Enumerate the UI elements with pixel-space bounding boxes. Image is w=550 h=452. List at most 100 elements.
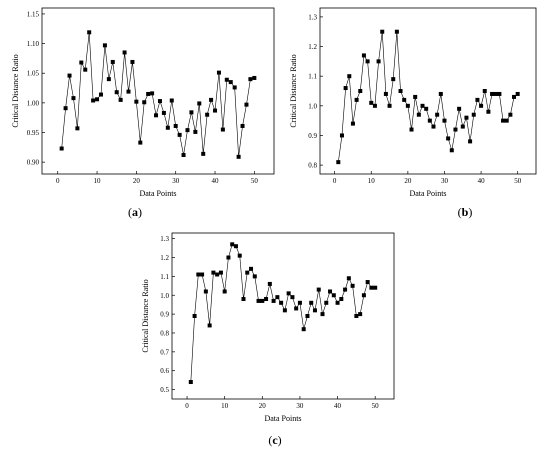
data-point [394,29,399,34]
data-point [449,148,454,153]
chart-panel-b: 0 10 20 30 40 50 0.8 0.9 1.0 1.1 1.2 1.3 Data Points… [289,7,537,219]
data-point [138,140,143,145]
data-point [343,287,348,292]
data-point [282,308,287,313]
data-point [213,108,218,113]
data-point [358,312,363,317]
data-point [118,97,123,102]
panel-letter: c [272,433,278,447]
y-tick-label: 0.7 [160,348,169,356]
data-point [424,106,429,111]
data-point [305,314,310,318]
data-point [479,103,484,108]
x-tick-label: 0 [333,177,337,185]
data-point [188,380,193,385]
y-tick-label: 1.2 [308,43,317,51]
data-point [475,97,480,102]
series-line [61,32,255,157]
data-point [134,99,139,104]
y-tick-label: 1.2 [160,254,169,262]
data-point [130,59,135,64]
data-point [193,129,198,134]
data-point [383,91,388,96]
data-point [154,113,159,118]
chart-panel-a: 0 10 20 30 40 50 0.90 0.95 1.00 1.05 1.10 1.15 Data … [11,7,275,219]
y-axis-title: Critical Distance Ratio [11,54,20,127]
x-tick-label: 20 [133,177,141,185]
data-point [79,60,84,65]
y-tick-label: 0.9 [160,311,169,319]
x-tick-label: 50 [514,177,522,185]
data-point [453,127,458,132]
data-point [220,127,225,132]
y-tick-label: 1.1 [160,273,169,281]
y-axis-title: Critical Distance Ratio [289,54,298,127]
data-point [312,308,317,313]
data-point [324,300,329,305]
data-point [226,255,231,260]
y-tick-label: 1.0 [160,292,169,300]
data-point [464,115,469,120]
y-tick-label: 0.8 [160,329,169,337]
series-line [338,31,518,163]
data-point [169,98,174,103]
data-point [358,89,363,93]
data-point [236,154,241,159]
data-point [200,272,205,277]
data-point [207,323,212,328]
data-point [512,94,517,99]
data-point [244,102,249,107]
data-point [309,300,314,305]
data-point [249,266,254,271]
y-tick-label: 1.15 [27,10,40,18]
data-point [110,59,115,64]
data-point [409,127,414,132]
data-point [380,29,385,34]
x-tick-label: 50 [372,402,380,410]
data-point [209,97,214,102]
panel-label: (b) [458,205,473,219]
x-tick-label: 50 [251,177,259,185]
data-point [286,291,291,296]
data-point [297,300,302,305]
data-point [71,96,76,101]
y-tick-label: 0.6 [160,367,169,375]
data-point [87,30,92,35]
x-tick-label: 30 [441,177,449,185]
plot-frame [319,7,537,175]
x-tick-label: 10 [368,177,376,185]
data-point [197,101,202,106]
data-point [493,91,498,96]
x-tick-label: 10 [221,402,229,410]
data-point [161,110,166,115]
data-point [232,85,237,90]
data-point [354,314,359,318]
y-tick-label: 1.05 [27,70,40,78]
data-point [114,90,119,95]
series-line [190,243,376,383]
data-point [75,126,80,131]
data-point [331,293,336,298]
data-point [215,272,220,277]
data-point [482,89,487,93]
data-point [181,153,186,158]
y-tick-label: 0.9 [308,132,317,140]
y-axis-title: Critical Distance Ratio [141,279,150,352]
panel-letter: b [462,205,469,219]
data-point [240,123,245,128]
data-point [336,160,341,165]
data-point [142,100,147,105]
data-point [435,112,440,117]
y-tick-label: 1.0 [308,102,317,110]
panel-letter: a [132,205,138,219]
y-tick-label: 0.95 [27,129,40,137]
x-tick-label: 30 [296,402,304,410]
data-point [486,109,491,114]
data-point [271,298,276,303]
data-point [173,123,178,128]
data-point [339,133,344,138]
data-point [233,244,238,249]
x-tick-label: 30 [172,177,180,185]
data-point [387,103,392,108]
